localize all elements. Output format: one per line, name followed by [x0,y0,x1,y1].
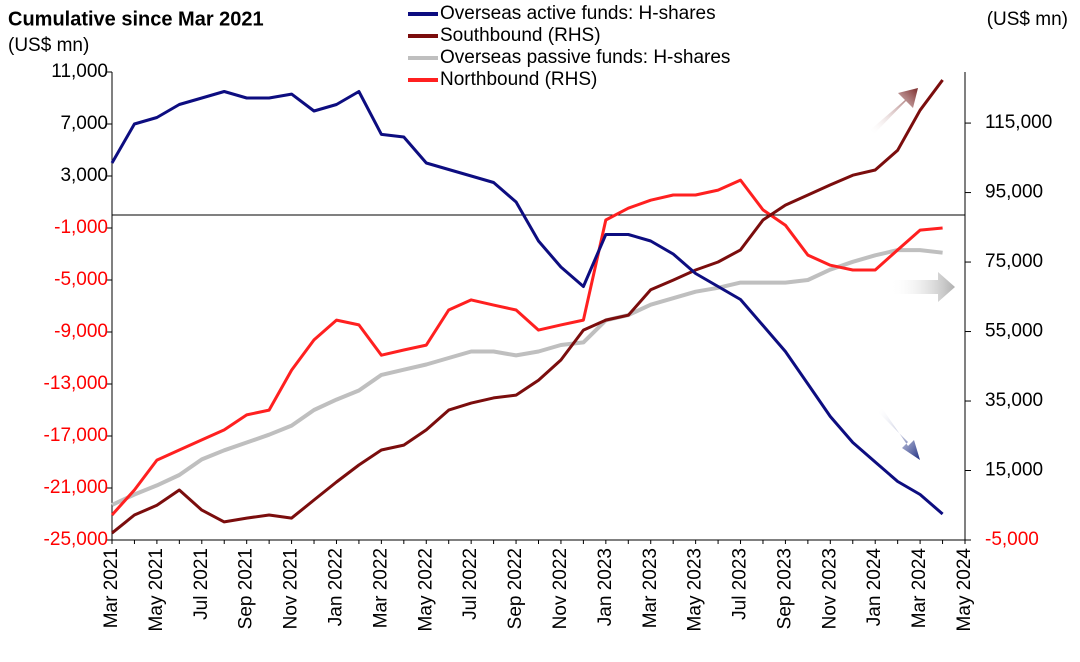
y2-axis-label: (US$ mn) [987,9,1068,30]
y-tick-label: 3,000 [60,165,108,186]
y-tick-label: 7,000 [60,113,108,134]
y-tick-label: 11,000 [51,61,108,82]
y-tick-label: -9,000 [54,321,108,342]
y-tick-label: -1,000 [54,217,108,238]
x-tick-label: Nov 2021 [281,548,302,629]
x-tick-label: Sep 2021 [236,548,257,629]
y2-tick-label: 95,000 [985,182,1043,203]
x-tick-label: Sep 2022 [505,548,526,629]
y2-tick-label: 75,000 [985,251,1043,272]
y-tick-label: -13,000 [44,373,108,394]
x-tick-label: Jan 2022 [325,548,346,626]
y2-tick-label: 55,000 [985,321,1043,342]
trend-arrows [870,88,955,460]
chart-title: Cumulative since Mar 2021 [8,8,264,30]
x-tick-label: Mar 2024 [909,548,930,629]
x-tick-label: Jul 2022 [460,548,481,620]
y2-tick-label: 115,000 [985,112,1052,133]
x-tick-label: May 2024 [954,548,975,632]
x-tick-label: Jan 2023 [595,548,616,626]
y2-tick-label: 15,000 [985,460,1043,481]
y-tick-label: -5,000 [54,269,108,290]
x-tick-label: Jul 2023 [730,548,751,620]
legend-label: Overseas active funds: H-shares [440,3,716,24]
legend-label: Overseas passive funds: H-shares [440,47,730,68]
x-tick-label: May 2023 [685,548,706,631]
legend-label: Southbound (RHS) [440,25,601,46]
x-tick-label: Nov 2023 [819,548,840,629]
x-tick-label: Mar 2023 [640,548,661,628]
x-tick-label: Jan 2024 [864,548,885,627]
series-line [110,90,944,516]
x-tick-label: Jul 2021 [191,548,212,620]
x-tick-label: Nov 2022 [550,548,571,629]
y-axis-label: (US$ mn) [8,35,89,56]
y-tick-label: -25,000 [44,529,108,550]
legend-label: Northbound (RHS) [440,69,597,90]
x-tick-label: Mar 2022 [370,548,391,628]
y-tick-label: -17,000 [44,425,108,446]
x-tick-label: May 2021 [146,548,167,631]
y-tick-label: -21,000 [44,477,108,498]
x-tick-label: Sep 2023 [774,548,795,629]
series-line [110,178,943,517]
x-tick-label: Mar 2021 [101,548,122,628]
series-line [111,248,943,507]
y2-tick-label: -5,000 [985,529,1039,550]
x-tick-label: May 2022 [415,548,436,631]
y2-tick-label: 35,000 [985,390,1043,411]
series-line [111,79,944,535]
